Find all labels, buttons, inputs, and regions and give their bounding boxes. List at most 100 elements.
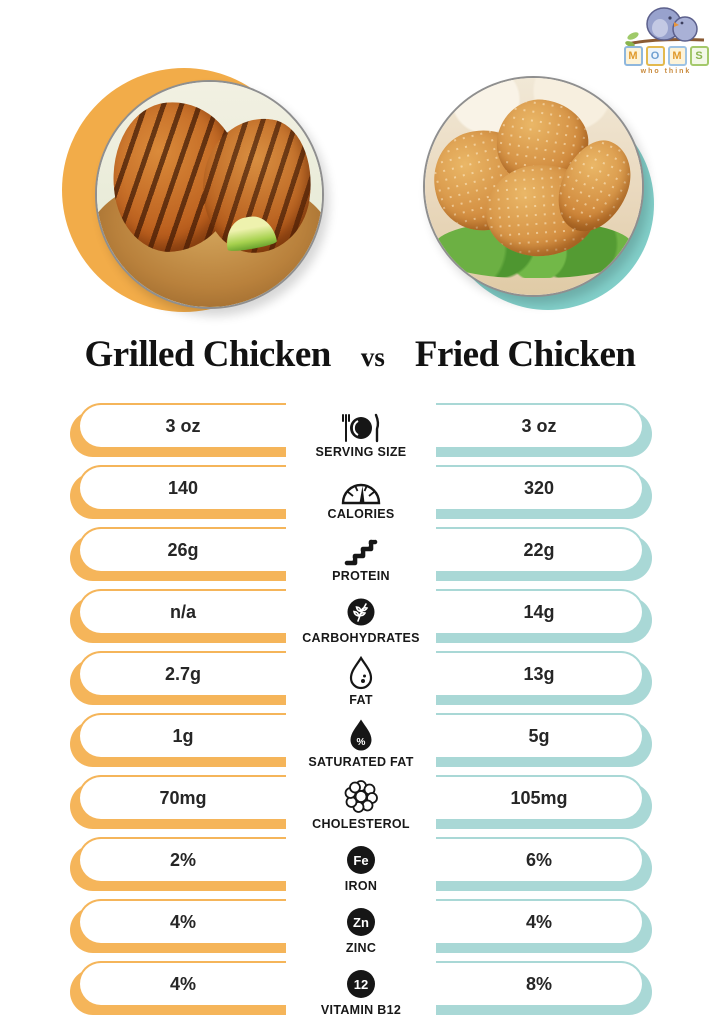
nutrient-cell: Zn ZINC <box>286 898 436 960</box>
wheat-icon <box>347 598 375 626</box>
zinc-zn-icon: Zn <box>347 908 375 936</box>
svg-text:12: 12 <box>354 977 368 992</box>
grilled-value-pill: 4% <box>70 961 286 1015</box>
grilled-value: 4% <box>169 973 196 994</box>
nutrient-label: CARBOHYDRATES <box>302 631 420 645</box>
gauge-icon <box>341 483 381 505</box>
iron-fe-icon: Fe <box>347 846 375 874</box>
grilled-value-pill: 3 oz <box>70 403 286 457</box>
vitamin-b12-icon: 12 <box>347 970 375 998</box>
fried-value: 3 oz <box>521 415 557 436</box>
grilled-value: 2% <box>169 849 196 870</box>
grilled-value: 26g <box>167 539 199 560</box>
birds-on-branch-icon <box>625 7 705 47</box>
nutrient-label: SATURATED FAT <box>308 755 414 769</box>
grilled-title: Grilled Chicken <box>84 334 331 375</box>
droplet-icon <box>349 655 373 690</box>
logo-letter-block: S <box>689 46 709 66</box>
nutrient-row: 2.7g FAT 13g <box>0 650 720 712</box>
nutrient-row: n/a CARBOHYDRATES 14g <box>0 588 720 650</box>
page-title: Grilled Chicken vs Fried Chicken <box>0 333 720 376</box>
svg-text:%: % <box>357 737 366 748</box>
grilled-value-pill: 70mg <box>70 775 286 829</box>
fried-value-pill: 14g <box>436 589 652 643</box>
nutrient-label: SERVING SIZE <box>315 445 407 459</box>
fried-value-pill: 8% <box>436 961 652 1015</box>
grilled-value: 1g <box>172 725 194 746</box>
grilled-value-pill: 2.7g <box>70 651 286 705</box>
grilled-value-pill: 2% <box>70 837 286 891</box>
fried-chicken-image <box>425 78 642 295</box>
nutrient-row: 4% 12 VITAMIN B12 8% <box>0 960 720 1022</box>
nutrient-cell: CHOLESTEROL <box>286 774 436 836</box>
fried-value: 22g <box>523 539 555 560</box>
nutrient-cell: 12 VITAMIN B12 <box>286 960 436 1022</box>
nutrient-label: CALORIES <box>327 507 395 521</box>
fried-value-pill: 22g <box>436 527 652 581</box>
nutrient-cell: FAT <box>286 650 436 712</box>
nutrient-row: 4% Zn ZINC 4% <box>0 898 720 960</box>
logo-tagline: who think <box>640 68 692 75</box>
grilled-chicken-photo <box>95 80 324 309</box>
fried-value: 4% <box>525 911 552 932</box>
fried-value: 14g <box>523 601 555 622</box>
logo-letter-block: O <box>645 46 665 66</box>
fried-value-pill: 105mg <box>436 775 652 829</box>
nutrient-row: 70mg CHOLESTEROL 105mg <box>0 774 720 836</box>
plate-fork-knife-icon <box>342 413 380 443</box>
fried-value-pill: 5g <box>436 713 652 767</box>
nutrient-row: 26g PROTEIN 22g <box>0 526 720 588</box>
svg-text:Fe: Fe <box>353 853 368 868</box>
molecule-icon <box>344 780 378 813</box>
nutrient-label: FAT <box>349 693 373 707</box>
nutrient-cell: Fe IRON <box>286 836 436 898</box>
grilled-value: 140 <box>167 477 199 498</box>
nutrient-cell: % SATURATED FAT <box>286 712 436 774</box>
fried-value-pill: 4% <box>436 899 652 953</box>
grilled-value-pill: n/a <box>70 589 286 643</box>
fried-value: 6% <box>525 849 552 870</box>
vs-label: vs <box>360 342 385 372</box>
svg-text:Zn: Zn <box>353 915 369 930</box>
fried-title: Fried Chicken <box>414 334 636 375</box>
comparison-table: 3 oz SERVING SIZE 3 oz 140 CALORIES <box>0 402 720 1022</box>
grilled-value-pill: 140 <box>70 465 286 519</box>
nutrient-row: 1g % SATURATED FAT 5g <box>0 712 720 774</box>
nutrient-label: VITAMIN B12 <box>320 1003 402 1017</box>
grilled-value: 70mg <box>159 787 207 808</box>
nutrient-label: IRON <box>344 879 378 893</box>
logo-letter-block: M <box>667 46 687 66</box>
nutrient-row: 140 CALORIES 320 <box>0 464 720 526</box>
grilled-value-pill: 1g <box>70 713 286 767</box>
fried-value: 5g <box>528 725 550 746</box>
fried-value-pill: 6% <box>436 837 652 891</box>
nutrient-cell: SERVING SIZE <box>286 402 436 464</box>
grilled-chicken-image <box>97 82 322 307</box>
fried-value-pill: 3 oz <box>436 403 652 457</box>
nutrient-label: CHOLESTEROL <box>312 817 410 831</box>
fried-value: 8% <box>525 973 552 994</box>
nutrient-label: ZINC <box>345 941 377 955</box>
grilled-value-pill: 4% <box>70 899 286 953</box>
droplet-percent-icon: % <box>350 719 372 751</box>
fried-value: 320 <box>523 477 555 498</box>
protein-chain-icon <box>344 538 378 566</box>
nutrient-row: 2% Fe IRON 6% <box>0 836 720 898</box>
nutrient-row: 3 oz SERVING SIZE 3 oz <box>0 402 720 464</box>
grilled-value: n/a <box>169 601 196 622</box>
fried-value-pill: 320 <box>436 465 652 519</box>
fried-value-pill: 13g <box>436 651 652 705</box>
logo-letter-block: M <box>623 46 643 66</box>
fried-value: 105mg <box>510 787 568 808</box>
nutrient-cell: CALORIES <box>286 464 436 526</box>
nutrient-label: PROTEIN <box>332 569 390 583</box>
fried-value: 13g <box>523 663 555 684</box>
nutrient-cell: PROTEIN <box>286 526 436 588</box>
fried-chicken-photo <box>423 76 644 297</box>
grilled-value: 4% <box>169 911 196 932</box>
grilled-value: 2.7g <box>164 663 202 684</box>
grilled-value-pill: 26g <box>70 527 286 581</box>
